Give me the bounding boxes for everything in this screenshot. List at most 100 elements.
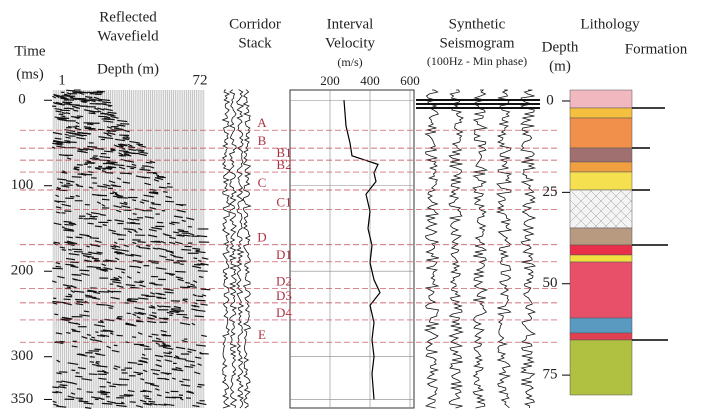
wiggle [59,384,68,387]
wiggle [75,125,80,128]
wiggle [171,377,176,380]
wiggle [185,217,195,221]
marker-label: D [257,230,266,245]
wiggle [141,199,150,203]
wiggle [78,400,89,403]
wiggle [55,261,61,265]
wiggle [102,224,107,227]
wiggle [66,89,75,92]
wiggle [158,186,167,189]
wiggle [106,400,116,404]
wiggle [88,217,98,220]
wiggle [148,400,156,403]
wiggle [191,322,196,326]
marker-label: E [258,327,266,342]
wiggle [116,285,124,288]
wiggle [54,116,65,120]
wiggle [86,391,93,393]
wiggle [201,257,209,260]
wiggle [118,149,129,153]
wiggle [113,163,125,167]
wiggle [132,213,137,215]
wiggle [56,405,67,408]
wiggle [61,203,72,207]
wiggle [106,126,112,129]
velocity-curve [343,100,381,400]
wiggle [103,267,113,271]
wiggle [67,362,79,366]
wiggle [128,298,139,300]
wiggle [59,181,64,184]
wiggle [52,267,63,270]
wiggle [58,386,67,389]
wiggle [73,167,80,171]
wiggle [101,203,106,207]
wiggle [127,143,133,147]
wiggle [192,404,200,408]
wiggle [106,162,114,165]
wiggle [107,111,117,115]
corridor-trace [221,89,231,409]
lithology-column [569,89,633,396]
wiggle [70,265,79,268]
wiggle [67,125,72,128]
wiggle [67,293,73,297]
wiggle [91,252,102,255]
wiggle [75,375,83,378]
wiggle [89,102,101,105]
wiggle [141,353,146,356]
wiggle [138,311,147,315]
wiggle [97,391,108,394]
wiggle [116,404,127,408]
panel-title: Synthetic [449,16,506,32]
wiggle [100,393,108,396]
wiggle [114,267,126,271]
wiggle [94,225,102,228]
wiggle [94,352,101,356]
wiggle [52,391,58,394]
wiggle [198,275,204,279]
wiggle [71,382,78,385]
wiggle [76,164,83,166]
corridor-trace [228,89,238,409]
wiggle [182,378,190,381]
wiggle [71,330,81,333]
wiggle [77,150,86,153]
wiggle [173,356,179,359]
wiggle [197,270,208,272]
wiggle [102,329,114,333]
wiggle [137,297,149,300]
wiggle [130,253,142,257]
wiggle [82,254,94,258]
wiggle [156,304,162,308]
wiggle [179,397,184,401]
wiggle [101,402,113,405]
wiggle [76,388,82,390]
wiggle [100,334,110,338]
wiggle [169,241,176,245]
wiggle [201,294,207,297]
wiggle [53,222,62,226]
wiggle [51,146,56,149]
wiggle [152,191,159,194]
wiggle [127,361,138,364]
wiggle [193,257,198,260]
wiggle [66,236,73,239]
wiggle [154,177,164,181]
wiggle [67,395,75,399]
wiggle [156,394,162,397]
wiggle [65,228,74,231]
wiggle [56,142,64,145]
wiggle [58,118,67,122]
wiggle [83,402,94,405]
wiggle [55,206,62,209]
wiggle [61,171,68,174]
marker-label: D3 [276,288,292,303]
wiggle [197,363,202,366]
wiggle [113,367,118,371]
wiggle [97,110,102,113]
wiggle [99,268,107,272]
wiggle [90,212,101,215]
synthetic-subtitle: (100Hz - Min phase) [427,54,527,68]
